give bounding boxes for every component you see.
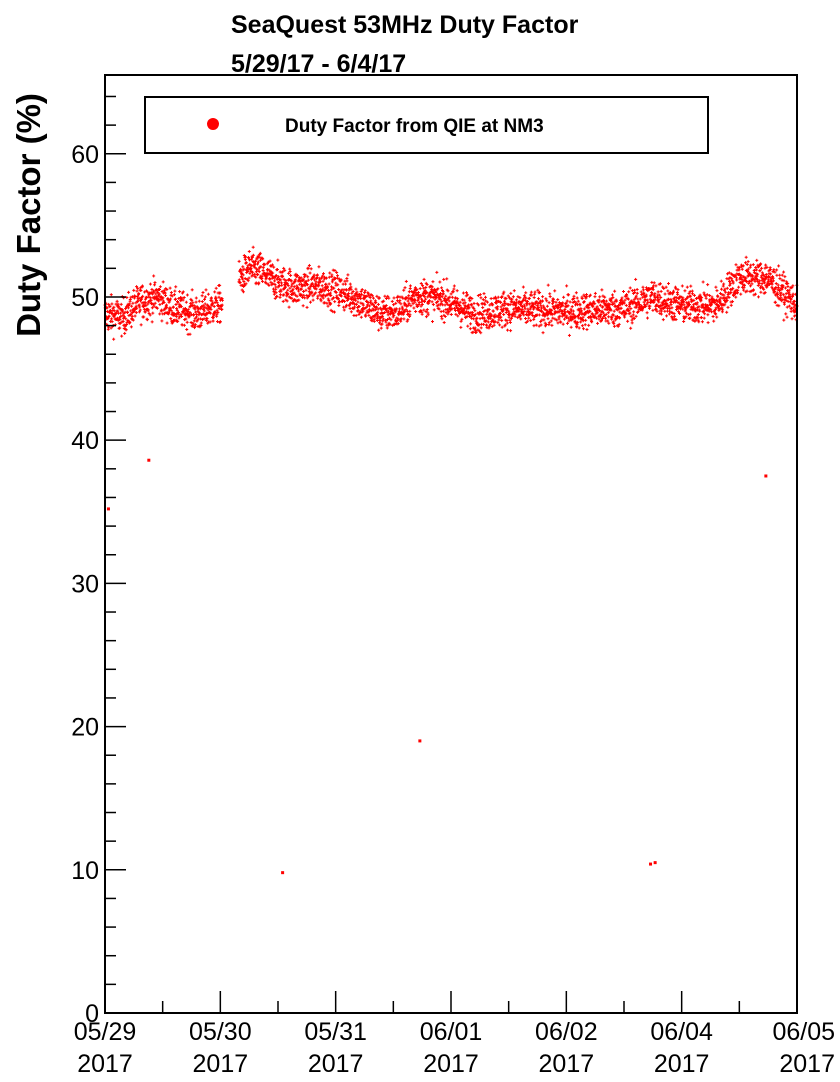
chart-title: SeaQuest 53MHz Duty Factor (231, 11, 579, 39)
legend-marker (207, 118, 219, 130)
legend-label: Duty Factor from QIE at NM3 (285, 116, 544, 137)
y-axis-label: Duty Factor (%) (10, 93, 47, 337)
chart-subtitle: 5/29/17 - 6/4/17 (231, 50, 406, 78)
data-points (104, 246, 799, 874)
legend: Duty Factor from QIE at NM3 (145, 97, 708, 153)
